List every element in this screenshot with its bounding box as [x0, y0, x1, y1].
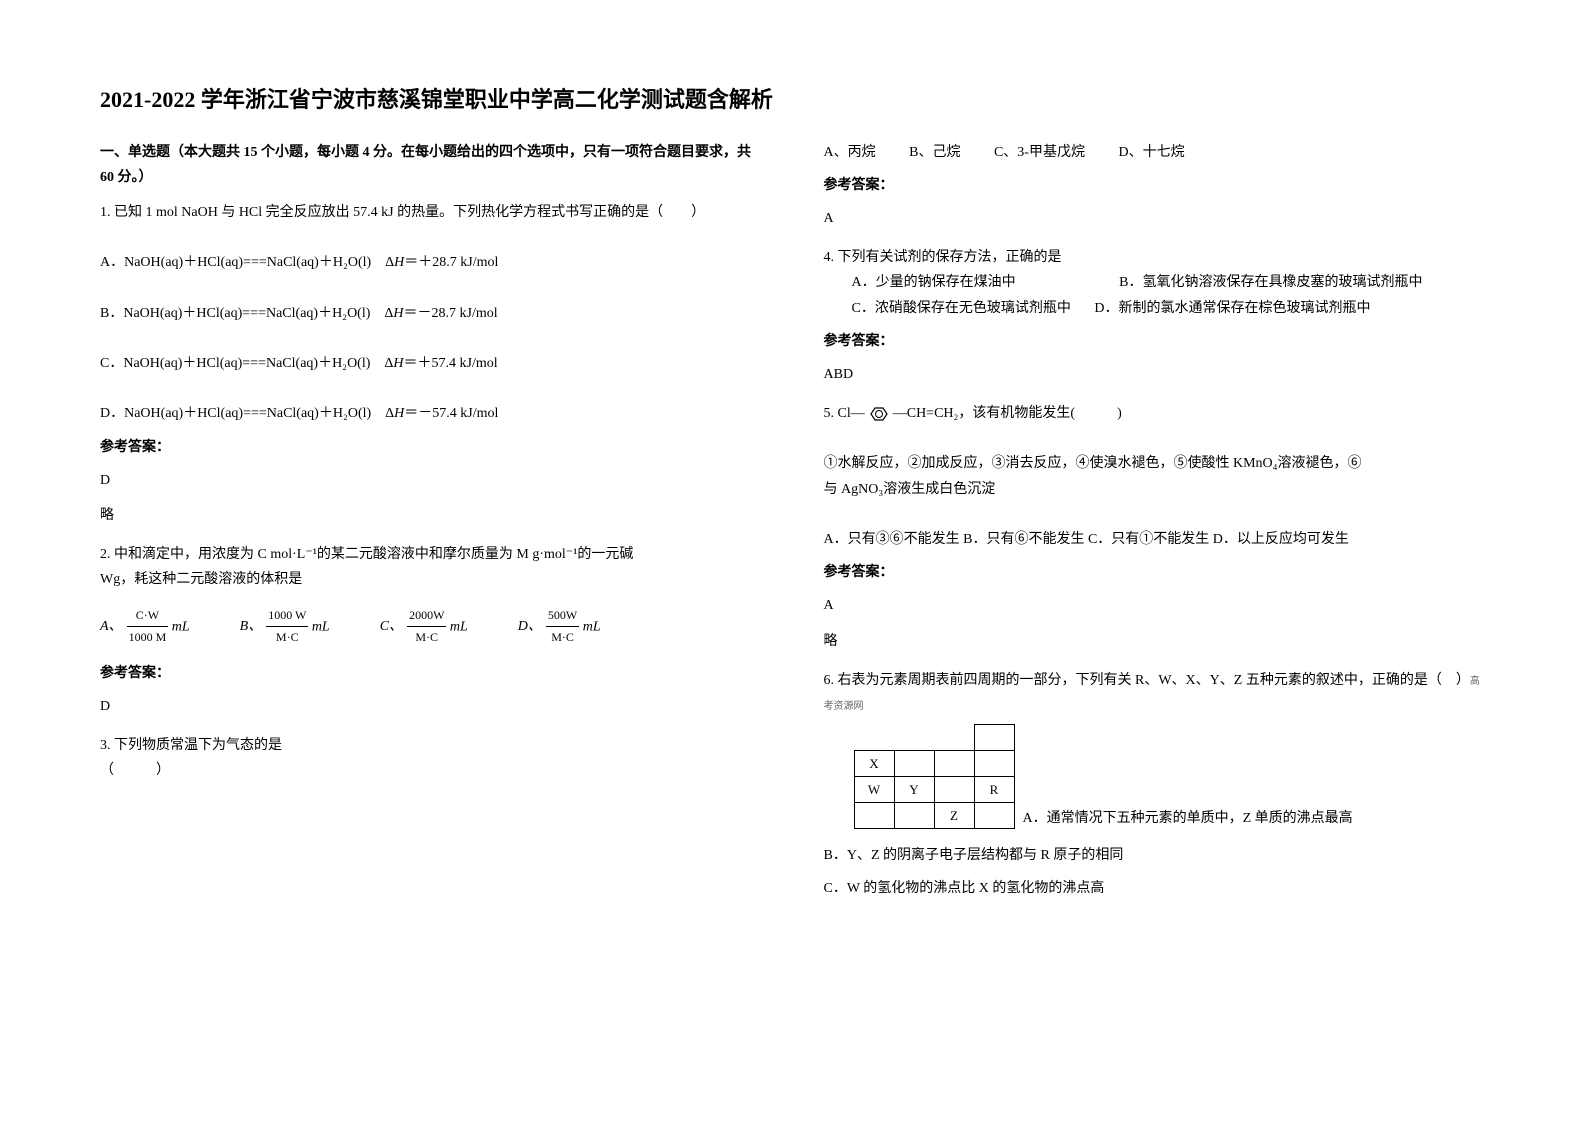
- q2-stem-line1: 2. 中和滴定中，用浓度为 C mol·L⁻¹的某二元酸溶液中和摩尔质量为 M …: [100, 542, 764, 567]
- periodic-table: X WYR Z: [854, 724, 1015, 829]
- question-1: 1. 已知 1 mol NaOH 与 HCl 完全反应放出 57.4 kJ 的热…: [100, 200, 764, 528]
- q3-options: A、丙烷 B、己烷 C、3-甲基戊烷 D、十七烷: [824, 140, 1488, 165]
- q6-option-a: A．通常情况下五种元素的单质中，Z 单质的沸点最高: [1023, 806, 1353, 835]
- right-column: A、丙烷 B、己烷 C、3-甲基戊烷 D、十七烷 参考答案： A 4. 下列有关…: [824, 140, 1488, 916]
- q2-option-c: C、2000WM·C mL: [380, 605, 468, 649]
- q2-stem-line2: Wg，耗这种二元酸溶液的体积是: [100, 567, 764, 592]
- question-3-stem: 3. 下列物质常温下为气态的是 （ ）: [100, 733, 764, 783]
- q4-option-a: A．少量的钠保存在煤油中: [852, 275, 1016, 290]
- q3-paren: （ ）: [100, 758, 764, 783]
- q6-option-b: B．Y、Z 的阴离子电子层结构都与 R 原子的相同: [824, 843, 1488, 868]
- q3-answer: A: [824, 206, 1488, 231]
- q2-option-a: A、C·W1000 M mL: [100, 605, 190, 649]
- q1-option-c: C．NaOH(aq)＋HCl(aq)===NaCl(aq)＋H₂O(l) ΔH＝…: [100, 351, 764, 376]
- question-3-opts: A、丙烷 B、己烷 C、3-甲基戊烷 D、十七烷 参考答案： A: [824, 140, 1488, 232]
- q2-options: A、C·W1000 M mL B、1000 WM·C mL C、2000WM·C…: [100, 605, 764, 649]
- q1-option-b: B．NaOH(aq)＋HCl(aq)===NaCl(aq)＋H₂O(l) ΔH＝…: [100, 301, 764, 326]
- q4-option-b: B．氢氧化钠溶液保存在具橡皮塞的玻璃试剂瓶中: [1119, 275, 1422, 290]
- q1-option-d: D．NaOH(aq)＋HCl(aq)===NaCl(aq)＋H₂O(l) ΔH＝…: [100, 401, 764, 426]
- q3-option-c: C、3-甲基戊烷: [994, 145, 1085, 160]
- q4-row1: A．少量的钠保存在煤油中 B．氢氧化钠溶液保存在具橡皮塞的玻璃试剂瓶中: [824, 270, 1488, 295]
- section-header: 一、单选题（本大题共 15 个小题，每小题 4 分。在每小题给出的四个选项中，只…: [100, 140, 764, 190]
- q6-table-row: X WYR Z A．通常情况下五种元素的单质中，Z 单质的沸点最高: [824, 718, 1488, 835]
- question-5: 5. Cl——CH=CH₂，该有机物能发生( ) ①水解反应，②加成反应，③消去…: [824, 401, 1488, 654]
- q2-option-d: D、500WM·C mL: [518, 605, 601, 649]
- q3-answer-label: 参考答案：: [824, 173, 1488, 198]
- page-title: 2021-2022 学年浙江省宁波市慈溪锦堂职业中学高二化学测试题含解析: [100, 80, 1487, 120]
- q1-option-a: A．NaOH(aq)＋HCl(aq)===NaCl(aq)＋H₂O(l) ΔH＝…: [100, 250, 764, 275]
- question-6: 6. 右表为元素周期表前四周期的一部分，下列有关 R、W、X、Y、Z 五种元素的…: [824, 668, 1488, 902]
- q1-answer: D: [100, 468, 764, 493]
- q3-stem: 3. 下列物质常温下为气态的是: [100, 733, 764, 758]
- q3-option-b: B、己烷: [909, 145, 960, 160]
- q2-answer-label: 参考答案：: [100, 661, 764, 686]
- q6-option-c: C．W 的氢化物的沸点比 X 的氢化物的沸点高: [824, 876, 1488, 901]
- q1-answer-label: 参考答案：: [100, 435, 764, 460]
- q5-line2: 与 AgNO₃溶液生成白色沉淀: [824, 477, 1488, 502]
- q1-stem: 1. 已知 1 mol NaOH 与 HCl 完全反应放出 57.4 kJ 的热…: [100, 200, 764, 225]
- content-columns: 一、单选题（本大题共 15 个小题，每小题 4 分。在每小题给出的四个选项中，只…: [100, 140, 1487, 916]
- q4-option-c: C．浓硝酸保存在无色玻璃试剂瓶中: [852, 301, 1071, 316]
- q3-option-d: D、十七烷: [1118, 145, 1184, 160]
- q5-answer-label: 参考答案：: [824, 560, 1488, 585]
- question-4: 4. 下列有关试剂的保存方法，正确的是 A．少量的钠保存在煤油中 B．氢氧化钠溶…: [824, 245, 1488, 387]
- q4-row2: C．浓硝酸保存在无色玻璃试剂瓶中 D．新制的氯水通常保存在棕色玻璃试剂瓶中: [824, 296, 1488, 321]
- q4-option-d: D．新制的氯水通常保存在棕色玻璃试剂瓶中: [1094, 301, 1370, 316]
- benzene-icon: [865, 406, 893, 422]
- q5-note: 略: [824, 629, 1488, 654]
- q5-line1: ①水解反应，②加成反应，③消去反应，④使溴水褪色，⑤使酸性 KMnO₄溶液褪色，…: [824, 451, 1488, 476]
- q2-answer: D: [100, 694, 764, 719]
- q4-answer-label: 参考答案：: [824, 329, 1488, 354]
- q5-stem: 5. Cl——CH=CH₂，该有机物能发生( ): [824, 401, 1488, 426]
- q6-stem: 6. 右表为元素周期表前四周期的一部分，下列有关 R、W、X、Y、Z 五种元素的…: [824, 668, 1488, 718]
- q3-option-a: A、丙烷: [824, 145, 876, 160]
- q4-stem: 4. 下列有关试剂的保存方法，正确的是: [824, 245, 1488, 270]
- q1-note: 略: [100, 503, 764, 528]
- q4-answer: ABD: [824, 362, 1488, 387]
- question-2: 2. 中和滴定中，用浓度为 C mol·L⁻¹的某二元酸溶液中和摩尔质量为 M …: [100, 542, 764, 719]
- q5-options: A．只有③⑥不能发生 B．只有⑥不能发生 C．只有①不能发生 D．以上反应均可发…: [824, 527, 1488, 552]
- q5-answer: A: [824, 593, 1488, 618]
- left-column: 一、单选题（本大题共 15 个小题，每小题 4 分。在每小题给出的四个选项中，只…: [100, 140, 764, 916]
- q2-option-b: B、1000 WM·C mL: [240, 605, 330, 649]
